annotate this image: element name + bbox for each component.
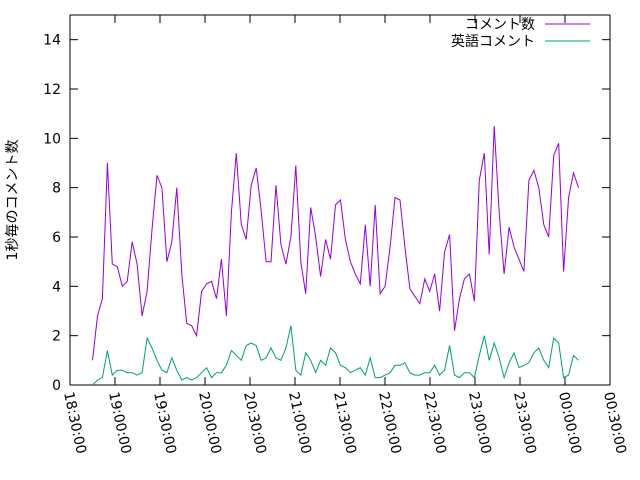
x-tick-label: 22:30:00 <box>420 391 449 456</box>
y-tick-label: 8 <box>52 181 61 197</box>
x-tick-label: 20:00:00 <box>195 391 224 456</box>
y-tick-label: 0 <box>52 378 61 394</box>
x-tick-label: 23:30:00 <box>510 391 539 456</box>
x-tick-label: 21:00:00 <box>285 391 314 456</box>
y-axis-ticks: 0 2 4 6 8 10 12 14 <box>43 33 610 394</box>
x-tick-label: 00:00:00 <box>555 391 584 456</box>
y-tick-label: 4 <box>52 279 61 295</box>
legend-label: 英語コメント <box>451 33 535 50</box>
x-tick-label: 19:00:00 <box>105 391 134 456</box>
y-axis-label: 1秒毎のコメント数 <box>5 140 21 261</box>
series-line-1 <box>92 325 579 386</box>
x-tick-label: 22:00:00 <box>375 391 404 456</box>
x-tick-label: 21:30:00 <box>330 391 359 456</box>
x-tick-label: 19:30:00 <box>150 391 179 456</box>
series-line-0 <box>92 125 579 361</box>
x-tick-label: 18:30:00 <box>60 391 89 456</box>
y-tick-label: 14 <box>43 33 61 49</box>
y-tick-label: 6 <box>52 230 61 246</box>
y-tick-label: 2 <box>52 329 61 345</box>
series-layer <box>92 125 579 386</box>
x-tick-label: 00:30:00 <box>600 391 629 456</box>
y-tick-label: 10 <box>43 131 61 147</box>
y-tick-label: 12 <box>43 82 61 98</box>
legend-label: コメント数 <box>465 17 535 33</box>
x-tick-label: 23:00:00 <box>465 391 494 456</box>
x-tick-label: 20:30:00 <box>240 391 269 456</box>
